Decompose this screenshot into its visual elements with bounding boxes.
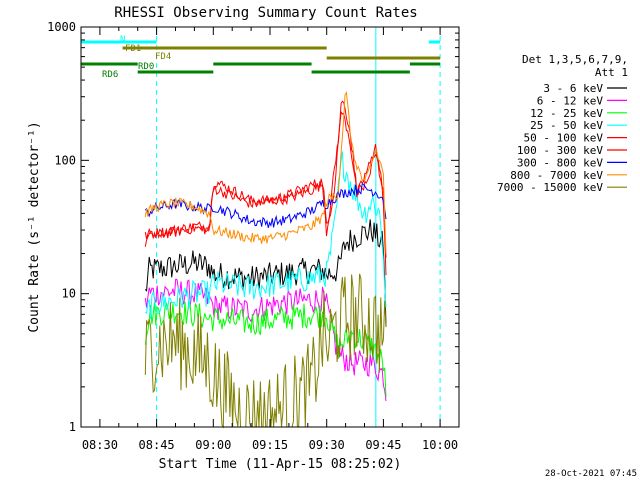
x-tick-label: 09:30 — [309, 438, 345, 452]
flag-label-RD6: RD6 — [102, 70, 118, 80]
series-group — [144, 91, 387, 429]
x-axis: 08:30 08:45 09:00 09:15 09:30 09:45 10:00 — [80, 27, 460, 452]
footer-date: 28-Oct-2021 07:45 — [545, 469, 637, 479]
series-line-1 — [144, 278, 387, 402]
chart-title: RHESSI Observing Summary Count Rates — [114, 5, 417, 21]
x-axis-label: Start Time (11-Apr-15 08:25:02) — [159, 457, 402, 472]
legend-label: 800 - 7000 keV — [510, 169, 603, 182]
flag-label-RD0: RD0 — [138, 62, 154, 72]
series-line-6 — [144, 183, 387, 229]
x-tick-label: 10:00 — [422, 438, 458, 452]
legend-header: Att 1 — [595, 66, 628, 79]
flag-label-N: N — [120, 35, 125, 45]
series-line-4 — [144, 100, 387, 258]
series-line-7 — [144, 91, 387, 254]
legend-label: 25 - 50 keV — [530, 119, 603, 132]
x-tick-label: 09:15 — [252, 438, 288, 452]
flag-label-FD1: FD1 — [125, 44, 141, 54]
legend-header: Det 1,3,5,6,7,9, — [522, 53, 628, 66]
legend-label: 300 - 800 keV — [517, 156, 603, 169]
x-tick-label: 09:00 — [195, 438, 231, 452]
legend-label: 50 - 100 keV — [524, 132, 604, 145]
y-tick-label: 100 — [54, 153, 76, 167]
flag-label-FD4: FD4 — [155, 52, 171, 62]
series-line-3 — [145, 151, 387, 320]
legend-label: 7000 - 15000 keV — [497, 181, 603, 194]
legend-label: 12 - 25 keV — [530, 107, 603, 120]
x-tick-label: 09:45 — [365, 438, 401, 452]
legend-label: 3 - 6 keV — [543, 82, 603, 95]
legend-label: 100 - 300 keV — [517, 144, 603, 157]
x-tick-label: 08:30 — [82, 438, 118, 452]
series-line-8 — [144, 273, 387, 429]
series-line-0 — [144, 219, 387, 328]
y-tick-label: 10 — [62, 287, 76, 301]
x-tick-label: 08:45 — [139, 438, 175, 452]
plot-frame — [80, 26, 460, 428]
legend-label: 6 - 12 keV — [537, 94, 604, 107]
y-tick-label: 1000 — [47, 20, 76, 34]
y-axis-label: Count Rate (s⁻¹ detector⁻¹) — [27, 121, 42, 332]
cyan-vertical-lines — [80, 27, 441, 427]
series-line-5 — [144, 110, 387, 276]
y-axis: 1 10 100 1000 — [47, 20, 459, 434]
y-tick-label: 1 — [69, 420, 76, 434]
